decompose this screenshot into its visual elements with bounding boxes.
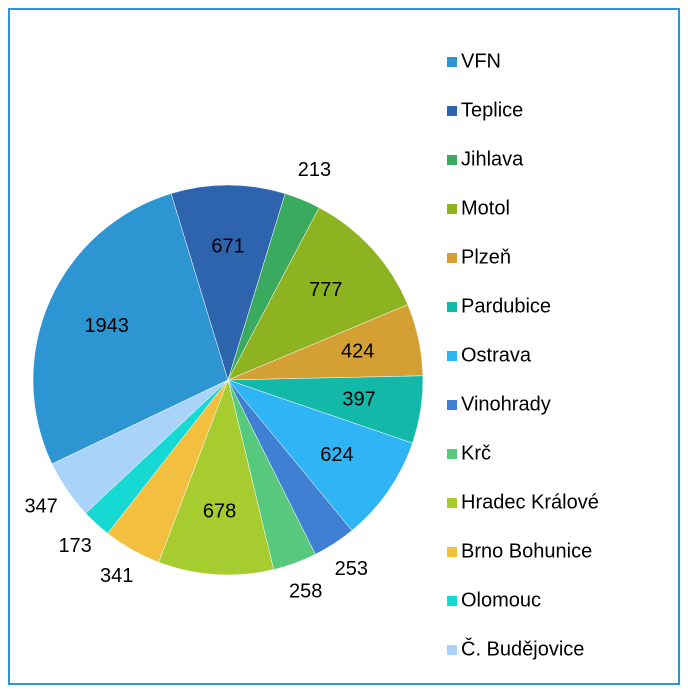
legend-label: VFN bbox=[461, 50, 501, 72]
legend-swatch bbox=[447, 302, 457, 312]
legend-swatch bbox=[447, 155, 457, 165]
data-label: 624 bbox=[320, 444, 353, 466]
legend-label: Ostrava bbox=[461, 344, 532, 366]
legend-swatch bbox=[447, 106, 457, 116]
legend-swatch bbox=[447, 204, 457, 214]
pie-slice bbox=[51, 379, 229, 514]
data-label: 213 bbox=[298, 159, 331, 181]
legend-swatch bbox=[447, 449, 457, 459]
data-label: 1943 bbox=[84, 315, 129, 337]
pie-slice bbox=[227, 207, 409, 381]
data-label: 777 bbox=[309, 279, 342, 301]
legend-label: Olomouc bbox=[461, 589, 541, 611]
legend-swatch bbox=[447, 400, 457, 410]
data-label: 258 bbox=[289, 581, 322, 603]
legend-swatch bbox=[447, 498, 457, 508]
data-label: 397 bbox=[342, 389, 375, 411]
pie-slice bbox=[170, 184, 286, 381]
legend-label: Jihlava bbox=[461, 148, 524, 170]
legend-label: Krč bbox=[461, 442, 491, 464]
legend-swatch bbox=[447, 57, 457, 67]
legend-label: Hradec Králové bbox=[461, 491, 599, 513]
legend-label: Plzeň bbox=[461, 246, 511, 268]
data-label: 678 bbox=[203, 501, 236, 523]
data-label: 671 bbox=[211, 236, 244, 258]
data-label: 347 bbox=[24, 496, 57, 518]
legend-swatch bbox=[447, 645, 457, 655]
data-label: 173 bbox=[58, 535, 91, 557]
pie-slice bbox=[227, 379, 413, 531]
legend-label: Pardubice bbox=[461, 295, 551, 317]
legend-label: Vinohrady bbox=[461, 393, 551, 415]
legend-label: Č. Budějovice bbox=[461, 637, 584, 660]
legend-label: Motol bbox=[461, 197, 510, 219]
legend-swatch bbox=[447, 253, 457, 263]
legend-swatch bbox=[447, 596, 457, 606]
data-label: 341 bbox=[100, 565, 133, 587]
pie-slice bbox=[158, 379, 274, 576]
data-label: 253 bbox=[335, 558, 368, 580]
legend-swatch bbox=[447, 351, 457, 361]
legend-swatch bbox=[447, 547, 457, 557]
legend-label: Teplice bbox=[461, 99, 523, 121]
data-label: 424 bbox=[341, 341, 374, 363]
pie-slice bbox=[32, 193, 229, 465]
legend-label: Brno Bohunice bbox=[461, 540, 592, 562]
